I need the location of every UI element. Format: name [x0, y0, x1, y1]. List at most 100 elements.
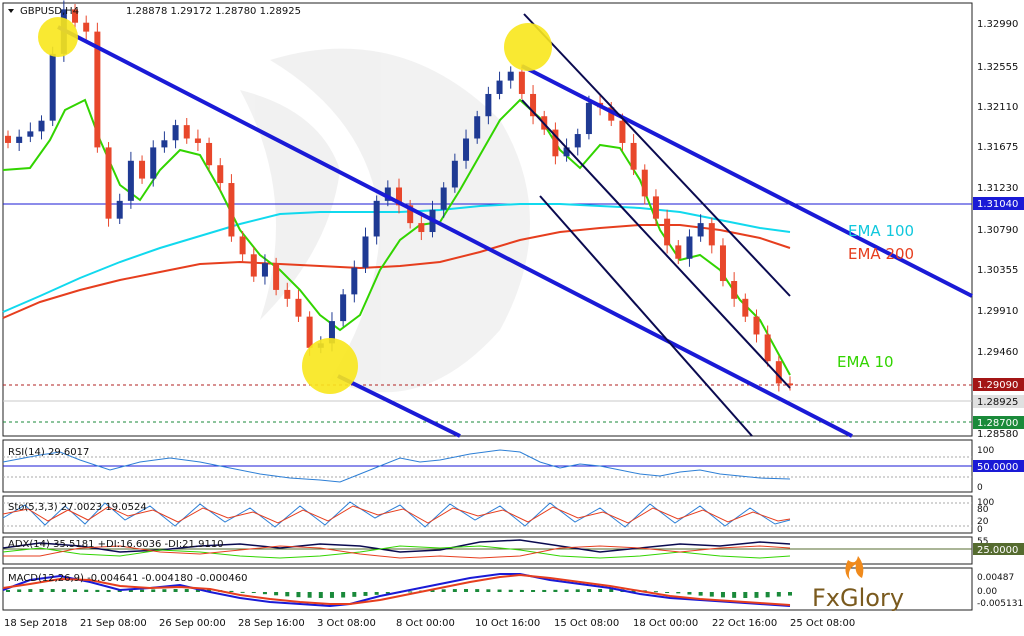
candle-body	[284, 289, 291, 299]
time-tick: 22 Oct 16:00	[712, 618, 777, 629]
macd-bar	[341, 592, 346, 598]
symbol-label: GBPUSD,H4	[20, 6, 79, 17]
macd-bar	[50, 589, 55, 592]
macd-bar	[151, 589, 156, 592]
sto-main-line	[2, 501, 791, 528]
macd-bar	[329, 592, 334, 598]
macd-bar	[754, 592, 759, 598]
sto-signal-line	[2, 505, 791, 524]
macd-bar	[363, 592, 368, 596]
trendline-main-down	[57, 25, 853, 438]
macd-bar	[441, 589, 446, 592]
candle-body	[440, 187, 447, 210]
macd-title: MACD(12,26,9) -0.004641 -0.004180 -0.000…	[8, 573, 247, 584]
candle-body	[328, 321, 335, 344]
macd-bar	[609, 589, 614, 592]
price-tag-resistance: 1.29090	[977, 380, 1018, 391]
candle-body	[764, 334, 771, 362]
time-tick: 25 Oct 08:00	[790, 618, 855, 629]
candle-body	[742, 298, 749, 317]
ema100-label: EMA 100	[848, 222, 914, 240]
sto-tick: 80	[977, 505, 989, 515]
macd-bar	[262, 592, 267, 595]
rsi-line	[2, 449, 791, 483]
macd-bar	[508, 589, 513, 592]
rsi-tag-bg	[973, 460, 1024, 472]
trendline-low-channel	[337, 374, 461, 438]
macd-bar	[251, 592, 256, 594]
candle-body	[474, 116, 481, 139]
time-axis: 18 Sep 2018 21 Sep 08:00 26 Sep 00:00 28…	[4, 618, 855, 629]
macd-bar	[374, 592, 379, 595]
macd-bar	[665, 592, 670, 593]
price-tag-resistance-bg	[973, 378, 1024, 391]
time-tick: 10 Oct 16:00	[475, 618, 540, 629]
candle-body	[608, 107, 615, 121]
macd-bar	[497, 589, 502, 592]
price-tag-hline-bg	[973, 197, 1024, 210]
macd-signal-line	[2, 573, 791, 606]
macd-bar	[452, 589, 457, 592]
candle-body	[306, 316, 313, 348]
main-pane-frame	[2, 2, 973, 437]
channel-line-3	[539, 195, 753, 437]
candle-body	[261, 263, 268, 277]
candle-body	[719, 245, 726, 282]
macd-bar	[586, 589, 591, 592]
adx-plus-di-line	[2, 545, 791, 559]
macd-tick: -0.005131	[977, 599, 1023, 609]
macd-bar	[73, 589, 78, 592]
time-tick: 8 Oct 00:00	[396, 618, 455, 629]
price-tick: 1.29460	[977, 347, 1018, 358]
macd-bar	[553, 589, 558, 592]
candle-body	[5, 135, 11, 143]
time-tick: 26 Sep 00:00	[159, 618, 226, 629]
price-tag-hline: 1.31040	[977, 199, 1018, 210]
candle-body	[731, 281, 738, 299]
collapse-arrow-icon[interactable]	[8, 9, 14, 13]
price-tick: 1.30355	[977, 265, 1018, 276]
candle-body	[463, 138, 470, 161]
macd-bar	[296, 592, 301, 598]
candle-body	[127, 160, 134, 201]
trendline-upper-down	[521, 64, 973, 298]
candle-body	[697, 223, 704, 237]
sto-tick: 0	[977, 525, 983, 535]
sto-tick: 100	[977, 498, 994, 508]
candle-body	[49, 53, 56, 121]
macd-bar	[709, 592, 714, 597]
adx-minus-di-line	[3, 545, 791, 559]
candle-body	[787, 383, 793, 386]
macd-bar	[698, 592, 703, 596]
rsi-title: RSI(14) 29.6017	[8, 447, 89, 458]
candle-body	[641, 169, 648, 197]
candle-body	[161, 140, 168, 148]
ohlc-label: 1.28878 1.29172 1.28780 1.28925	[126, 6, 301, 17]
adx-pane-frame	[2, 536, 973, 565]
candle-body	[775, 361, 782, 384]
candle-body	[206, 142, 213, 166]
macd-bar	[39, 589, 44, 592]
price-tick: 1.32555	[977, 62, 1018, 73]
price-tick: 1.30790	[977, 225, 1018, 236]
candle-body	[418, 223, 425, 233]
candle-body	[563, 147, 570, 157]
price-tick: 1.28580	[977, 429, 1018, 440]
time-tick: 15 Oct 08:00	[554, 618, 619, 629]
macd-bar	[676, 592, 681, 594]
macd-bar	[575, 589, 580, 592]
macd-bar	[732, 592, 737, 598]
candle-body	[496, 80, 503, 94]
macd-bar	[307, 592, 312, 598]
macd-bar	[207, 589, 212, 592]
macd-bar	[776, 592, 781, 597]
macd-bar	[173, 589, 178, 592]
macd-bar	[788, 592, 792, 596]
price-tick: 1.31675	[977, 142, 1018, 153]
candle-body	[574, 134, 581, 148]
candle-body	[273, 263, 280, 290]
candle-body	[94, 31, 101, 148]
macd-bar	[519, 589, 524, 592]
macd-bar	[430, 589, 435, 592]
candle-body	[362, 236, 369, 268]
